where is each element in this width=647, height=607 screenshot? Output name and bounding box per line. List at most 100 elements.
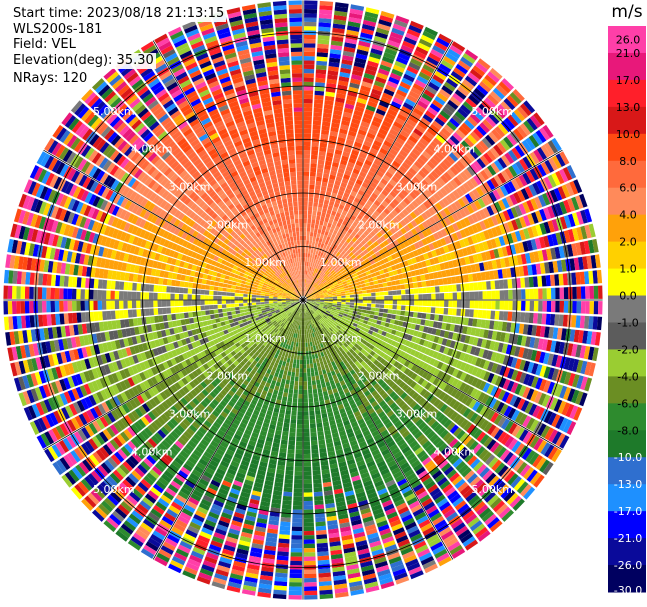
ray-gate	[514, 323, 520, 334]
ray-gate	[315, 336, 319, 341]
ray-gate	[320, 272, 325, 277]
ray-gate	[249, 436, 258, 443]
ray-gate	[380, 414, 389, 422]
ray-gate	[497, 157, 508, 169]
ray-gate	[516, 106, 529, 119]
ray-gate	[237, 386, 245, 394]
ray-gate	[440, 59, 454, 70]
ray-gate	[529, 471, 542, 485]
ray-gate	[293, 359, 297, 364]
ray-gate	[530, 198, 539, 211]
ray-gate	[260, 408, 267, 414]
ray-gate	[530, 389, 539, 402]
ray-gate	[325, 191, 332, 197]
ray-gate	[200, 438, 210, 447]
ray-gate	[314, 312, 319, 316]
ray-gate	[324, 275, 329, 280]
ray-gate	[371, 203, 379, 210]
ray-gate	[540, 425, 551, 439]
ray-gate	[308, 346, 311, 352]
ray-gate	[484, 491, 496, 503]
ray-gate	[378, 100, 390, 109]
ray-gate	[313, 327, 317, 332]
ray-gate	[384, 300, 389, 305]
ray-gate	[473, 461, 484, 472]
ray-gate	[550, 340, 557, 353]
ray-gate	[331, 233, 336, 239]
ray-gate	[295, 324, 298, 330]
ray-gate	[349, 467, 358, 474]
ray-gate	[380, 382, 388, 389]
ray-gate	[354, 354, 361, 361]
ray-gate	[392, 269, 398, 276]
ray-gate	[347, 463, 357, 470]
ray-gate	[400, 310, 406, 316]
ray-gate	[351, 248, 357, 254]
ray-gate	[587, 239, 595, 254]
ray-gate	[362, 370, 369, 377]
ray-gate	[357, 404, 365, 411]
ray-gate	[210, 425, 219, 433]
ray-gate	[520, 335, 527, 347]
ray-gate	[277, 340, 282, 346]
ray-gate	[234, 476, 245, 483]
ray-gate	[387, 132, 397, 141]
ray-gate	[382, 347, 389, 354]
ray-gate	[412, 508, 425, 517]
ray-gate	[388, 295, 393, 300]
ray-gate	[317, 43, 329, 49]
ray-gate	[275, 568, 288, 574]
ray-gate	[303, 235, 307, 241]
ray-gate	[309, 305, 314, 309]
ray-gate	[425, 364, 433, 373]
ray-gate	[353, 396, 361, 403]
ray-gate	[343, 486, 354, 493]
ray-gate	[354, 386, 361, 393]
ray-gate	[523, 214, 531, 227]
ray-gate	[496, 401, 505, 413]
ray-gate	[296, 419, 303, 425]
ray-gate	[377, 104, 388, 112]
ray-gate	[177, 490, 189, 500]
ray-gate	[486, 384, 495, 395]
ray-gate	[510, 111, 522, 125]
ray-gate	[576, 359, 584, 374]
ray-gate	[534, 391, 543, 404]
ray-gate	[541, 394, 551, 407]
ray-gate	[355, 433, 364, 440]
ray-gate	[233, 383, 240, 390]
ray-gate	[292, 513, 303, 519]
ray-gate	[355, 414, 363, 421]
ray-gate	[231, 484, 242, 492]
ray-gate	[309, 291, 314, 295]
ray-gate	[351, 149, 360, 156]
ray-gate	[358, 257, 364, 263]
ray-gate	[347, 257, 353, 263]
ray-gate	[478, 262, 485, 272]
ray-gate	[317, 35, 330, 41]
ray-gate	[450, 70, 464, 82]
ray-gate	[347, 90, 358, 98]
ray-gate	[319, 233, 324, 239]
ray-gate	[315, 525, 327, 531]
ray-gate	[307, 297, 312, 299]
ray-gate	[308, 306, 312, 310]
ray-gate	[443, 81, 456, 92]
ray-gate	[284, 418, 291, 424]
ray-gate	[307, 300, 312, 302]
ray-gate	[213, 499, 224, 508]
ray-gate	[417, 306, 423, 313]
ray-gate	[347, 130, 357, 137]
ray-gate	[318, 325, 322, 330]
ray-gate	[519, 123, 531, 136]
ray-gate	[324, 254, 329, 260]
ray-gate	[281, 378, 286, 384]
ray-gate	[385, 349, 392, 356]
ray-gate	[370, 213, 378, 221]
ray-gate	[514, 346, 521, 357]
ray-gate	[469, 309, 474, 318]
ray-gate	[304, 556, 316, 562]
ray-gate	[304, 26, 317, 31]
ray-gate	[244, 370, 250, 376]
ray-gate	[275, 473, 284, 479]
